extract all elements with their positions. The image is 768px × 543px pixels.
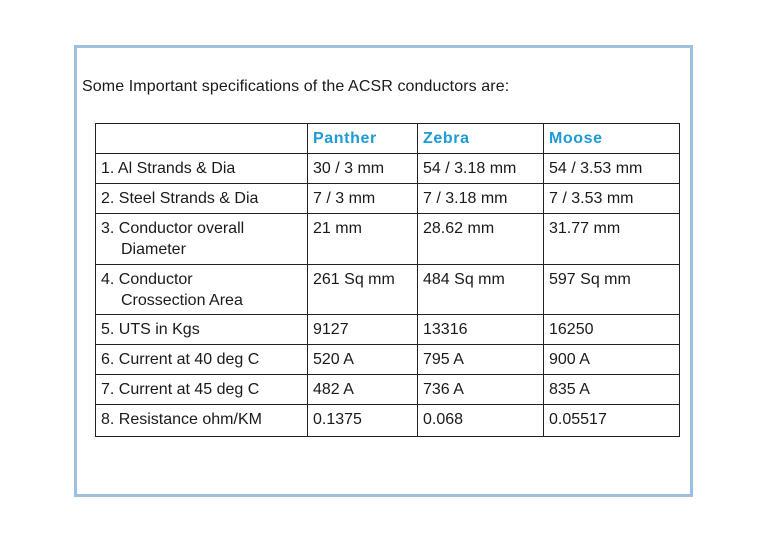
table-row: 5. UTS in Kgs 9127 13316 16250 xyxy=(95,314,680,345)
cell-zebra: 0.068 xyxy=(417,404,544,437)
row-label-line: 4. Conductor xyxy=(101,271,193,288)
cell-panther: 520 A xyxy=(307,344,418,375)
row-label-line: 7. Current at 45 deg C xyxy=(101,381,260,398)
cell-panther: 9127 xyxy=(307,314,418,345)
cell-zebra: 7 / 3.18 mm xyxy=(417,183,544,214)
cell-moose: 16250 xyxy=(543,314,680,345)
cell-zebra: 736 A xyxy=(417,374,544,405)
cell-zebra: 28.62 mm xyxy=(417,213,544,265)
cell-moose: 31.77 mm xyxy=(543,213,680,265)
row-label: 6. Current at 40 deg C xyxy=(95,344,308,375)
row-label: 3. Conductor overall Diameter xyxy=(95,213,308,265)
row-label: 5. UTS in Kgs xyxy=(95,314,308,345)
cell-panther: 7 / 3 mm xyxy=(307,183,418,214)
cell-panther: 30 / 3 mm xyxy=(307,153,418,184)
table-row: 6. Current at 40 deg C 520 A 795 A 900 A xyxy=(95,344,680,375)
table-row: 3. Conductor overall Diameter 21 mm 28.6… xyxy=(95,213,680,265)
header-panther: Panther xyxy=(307,123,418,154)
row-label-line: 6. Current at 40 deg C xyxy=(101,351,260,368)
row-label-line: Diameter xyxy=(121,241,186,258)
row-label-line: 2. Steel Strands & Dia xyxy=(101,190,259,207)
cell-zebra: 54 / 3.18 mm xyxy=(417,153,544,184)
table-row: 7. Current at 45 deg C 482 A 736 A 835 A xyxy=(95,374,680,405)
row-label: 8. Resistance ohm/KM xyxy=(95,404,308,437)
cell-moose: 7 / 3.53 mm xyxy=(543,183,680,214)
cell-zebra: 795 A xyxy=(417,344,544,375)
row-label-line: 1. Al Strands & Dia xyxy=(101,160,236,177)
page-heading: Some Important specifications of the ACS… xyxy=(82,78,510,95)
cell-moose: 597 Sq mm xyxy=(543,264,680,315)
table-row: 2. Steel Strands & Dia 7 / 3 mm 7 / 3.18… xyxy=(95,183,680,214)
cell-zebra: 13316 xyxy=(417,314,544,345)
table-row: 8. Resistance ohm/KM 0.1375 0.068 0.0551… xyxy=(95,404,680,437)
table-row: 1. Al Strands & Dia 30 / 3 mm 54 / 3.18 … xyxy=(95,153,680,184)
header-zebra: Zebra xyxy=(417,123,544,154)
cell-moose: 900 A xyxy=(543,344,680,375)
row-label-line: 5. UTS in Kgs xyxy=(101,321,200,338)
acsr-spec-table: Panther Zebra Moose 1. Al Strands & Dia … xyxy=(95,123,680,437)
cell-moose: 0.05517 xyxy=(543,404,680,437)
row-label: 4. Conductor Crossection Area xyxy=(95,264,308,315)
row-label: 2. Steel Strands & Dia xyxy=(95,183,308,214)
row-label-line: 8. Resistance ohm/KM xyxy=(101,411,262,428)
header-empty-cell xyxy=(95,123,308,154)
row-label: 1. Al Strands & Dia xyxy=(95,153,308,184)
row-label: 7. Current at 45 deg C xyxy=(95,374,308,405)
cell-panther: 0.1375 xyxy=(307,404,418,437)
header-moose: Moose xyxy=(543,123,680,154)
table-row: 4. Conductor Crossection Area 261 Sq mm … xyxy=(95,264,680,315)
cell-panther: 21 mm xyxy=(307,213,418,265)
cell-zebra: 484 Sq mm xyxy=(417,264,544,315)
row-label-line: Crossection Area xyxy=(121,292,243,309)
cell-moose: 54 / 3.53 mm xyxy=(543,153,680,184)
table-header-row: Panther Zebra Moose xyxy=(95,123,680,154)
cell-panther: 261 Sq mm xyxy=(307,264,418,315)
cell-panther: 482 A xyxy=(307,374,418,405)
row-label-line: 3. Conductor overall xyxy=(101,220,245,237)
cell-moose: 835 A xyxy=(543,374,680,405)
